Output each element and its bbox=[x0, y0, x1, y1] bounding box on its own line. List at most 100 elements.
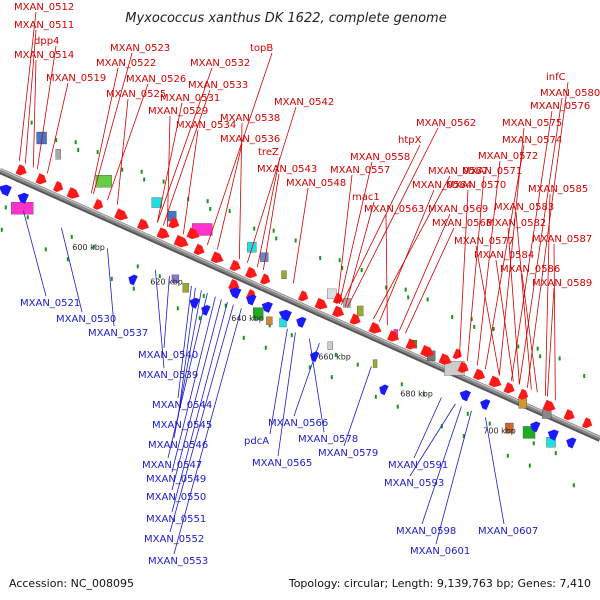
forward-leader-line bbox=[338, 161, 373, 304]
forward-gene-arrow bbox=[503, 382, 515, 394]
feature-box bbox=[327, 341, 333, 350]
reverse-gene-label: MXAN_0593 bbox=[384, 478, 444, 489]
kbp-tick-label: 600 kbp bbox=[72, 243, 105, 252]
forward-leader-line bbox=[404, 227, 455, 334]
feature-box bbox=[518, 398, 527, 409]
reverse-leader-line bbox=[163, 276, 170, 349]
reverse-gene-label: MXAN_0530 bbox=[56, 314, 116, 325]
minor-marker bbox=[290, 333, 293, 338]
forward-gene-label: MXAN_0532 bbox=[190, 58, 250, 69]
reverse-gene-label: MXAN_0549 bbox=[146, 474, 206, 485]
forward-gene-arrow bbox=[229, 259, 241, 272]
forward-gene-arrow bbox=[332, 305, 345, 318]
reverse-gene-label: MXAN_0544 bbox=[152, 400, 212, 411]
minor-marker bbox=[308, 365, 311, 370]
minor-marker bbox=[55, 138, 58, 143]
forward-leader-line bbox=[36, 45, 57, 170]
feature-box bbox=[372, 359, 378, 368]
reverse-gene-arrow bbox=[459, 390, 471, 402]
minor-marker bbox=[66, 257, 69, 262]
feature-box bbox=[11, 202, 34, 215]
forward-gene-label: MXAN_0514 bbox=[14, 50, 74, 61]
gene-labels: MXAN_0512 MXAN_0511 dpp4 MXAN_0514 MXAN_0519… bbox=[14, 2, 600, 567]
reverse-gene-arrow bbox=[246, 294, 257, 306]
forward-gene-label: MXAN_0570 bbox=[446, 180, 506, 191]
reverse-gene-label: MXAN_0539 bbox=[138, 370, 198, 381]
forward-gene-label: MXAN_0512 bbox=[14, 2, 74, 13]
forward-gene-label: MXAN_0526 bbox=[126, 74, 186, 85]
minor-marker bbox=[426, 297, 429, 302]
forward-gene-arrow bbox=[488, 375, 502, 388]
forward-gene-label: MXAN_0584 bbox=[474, 250, 534, 261]
reverse-leader-line bbox=[309, 338, 325, 433]
reverse-leader-line bbox=[177, 287, 196, 419]
minor-marker bbox=[470, 317, 473, 322]
minor-marker bbox=[242, 335, 245, 340]
reverse-leader-line bbox=[435, 410, 472, 545]
forward-gene-label: MXAN_0582 bbox=[486, 218, 546, 229]
minor-marker bbox=[528, 463, 531, 468]
reverse-leader-line bbox=[171, 299, 222, 491]
forward-gene-label: MXAN_0585 bbox=[528, 184, 588, 195]
reverse-leader-line bbox=[293, 343, 320, 417]
reverse-gene-label: MXAN_0591 bbox=[388, 460, 448, 471]
reverse-gene-arrow bbox=[0, 184, 12, 197]
minor-marker bbox=[407, 295, 410, 300]
forward-leader-line bbox=[106, 83, 149, 201]
feature-box bbox=[281, 270, 287, 279]
forward-gene-label: MXAN_0587 bbox=[532, 234, 592, 245]
feature-box bbox=[327, 288, 337, 300]
forward-leader-line bbox=[256, 156, 281, 268]
minor-markers bbox=[0, 120, 586, 488]
minor-marker bbox=[272, 228, 275, 233]
forward-gene-label: MXAN_0511 bbox=[14, 20, 74, 31]
reverse-gene-label: MXAN_0547 bbox=[142, 460, 202, 471]
forward-leader-line bbox=[372, 175, 451, 320]
backbone-line bbox=[0, 168, 600, 440]
forward-leader-line bbox=[246, 106, 297, 263]
reverse-gene-arrow bbox=[128, 274, 138, 286]
reverse-leader-line bbox=[421, 406, 462, 525]
feature-box bbox=[343, 298, 351, 308]
minor-marker bbox=[140, 169, 143, 174]
forward-leader-line bbox=[507, 227, 520, 385]
minor-marker bbox=[473, 324, 476, 329]
reverse-leader-line bbox=[171, 301, 228, 513]
minor-marker bbox=[341, 265, 344, 270]
forward-gene-label: htpX bbox=[398, 135, 422, 146]
kbp-tick-label: 640 kbp bbox=[231, 314, 264, 323]
forward-gene-label: topB bbox=[250, 43, 273, 54]
minor-marker bbox=[330, 375, 333, 380]
forward-gene-arrow bbox=[156, 227, 170, 239]
backbone-highlight bbox=[0, 168, 600, 438]
forward-gene-label: MXAN_0533 bbox=[188, 80, 248, 91]
forward-gene-label: MXAN_0529 bbox=[148, 106, 208, 117]
forward-gene-arrow bbox=[297, 290, 309, 302]
minor-marker bbox=[356, 362, 359, 367]
minor-marker bbox=[70, 234, 73, 239]
minor-marker bbox=[268, 323, 271, 328]
forward-gene-label: MXAN_0523 bbox=[110, 43, 170, 54]
feature-box bbox=[542, 409, 552, 419]
minor-marker bbox=[319, 256, 322, 261]
reverse-gene-label: MXAN_0546 bbox=[148, 440, 208, 451]
minor-marker bbox=[110, 276, 113, 281]
minor-marker bbox=[536, 346, 539, 351]
forward-gene-label: dpp4 bbox=[34, 36, 59, 47]
feature-box bbox=[253, 307, 264, 320]
forward-leader-line bbox=[116, 98, 129, 205]
forward-gene-label: MXAN_0563 bbox=[364, 204, 424, 215]
minor-marker bbox=[451, 315, 454, 320]
minor-marker bbox=[202, 293, 205, 298]
forward-gene-label: MXAN_0562 bbox=[416, 118, 476, 129]
forward-gene-label: MXAN_0534 bbox=[176, 120, 236, 131]
map-title: Myxococcus xanthus DK 1622, complete gen… bbox=[125, 11, 446, 26]
minor-marker bbox=[275, 236, 278, 241]
minor-marker bbox=[422, 392, 425, 397]
minor-marker bbox=[488, 421, 491, 426]
forward-leader-line bbox=[336, 174, 353, 304]
reverse-leader-line bbox=[177, 285, 192, 399]
forward-genes bbox=[15, 164, 593, 429]
kbp-tick-label: 700 kbp bbox=[483, 426, 516, 435]
